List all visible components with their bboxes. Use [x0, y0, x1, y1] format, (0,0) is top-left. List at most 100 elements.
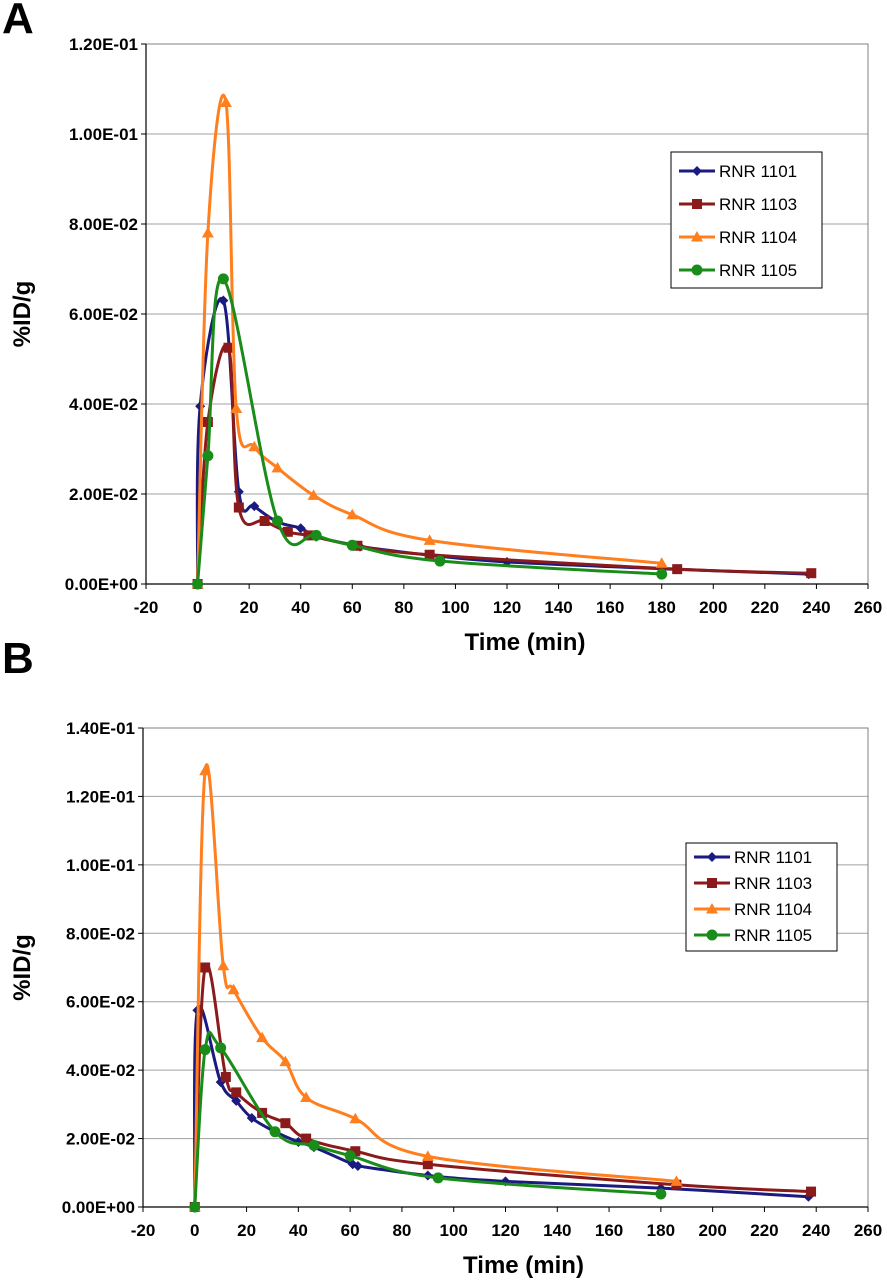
data-point	[350, 1146, 361, 1157]
data-point	[230, 402, 243, 413]
legend-label: RNR 1105	[719, 261, 797, 280]
legend-entry: RNR 1104	[679, 228, 797, 247]
data-point	[424, 549, 435, 560]
legend-marker	[706, 903, 718, 914]
data-point	[310, 529, 322, 541]
legend-entry: RNR 1105	[679, 261, 797, 280]
y-tick-label: 4.00E-02	[66, 1061, 135, 1080]
data-point	[200, 962, 211, 973]
legend-marker	[707, 852, 717, 862]
data-point	[217, 959, 230, 971]
data-point	[201, 227, 214, 238]
x-tick-label: 260	[854, 598, 882, 617]
x-tick-label: 100	[440, 1221, 468, 1240]
y-tick-label: 1.00E-01	[69, 125, 138, 144]
data-point	[423, 534, 436, 545]
data-point	[248, 440, 261, 452]
legend-label: RNR 1105	[734, 926, 812, 945]
x-tick-label: 60	[341, 1221, 360, 1240]
y-tick-label: 2.00E-02	[66, 1130, 135, 1149]
series-line	[193, 1005, 809, 1208]
panel-a: A 0.00E+00 2.00E-02 4.00E-02 6.00E-02 8.00E-…	[2, 0, 882, 656]
data-point	[202, 450, 214, 462]
panel-letter: B	[2, 634, 34, 683]
data-point	[421, 1150, 434, 1161]
data-point	[279, 1055, 292, 1067]
y-tick-label: 0.00E+00	[65, 575, 138, 594]
y-tick-label: 1.40E-01	[66, 719, 135, 738]
x-tick-label: 0	[190, 1221, 199, 1240]
series-rnr-1101	[189, 1005, 814, 1212]
data-point	[259, 516, 270, 526]
x-tick-label: 80	[392, 1221, 411, 1240]
y-tick-label: 1.00E-01	[66, 856, 135, 875]
x-tick-label: 80	[394, 598, 413, 617]
x-tick-label: 180	[648, 598, 676, 617]
data-point	[233, 502, 244, 513]
data-point	[347, 1159, 358, 1170]
series-rnr-1104	[191, 93, 668, 589]
data-point	[307, 489, 320, 500]
data-point	[219, 96, 232, 107]
plot-area	[142, 727, 869, 1208]
y-tick-label: 2.00E-02	[69, 485, 138, 504]
x-tick-label: 120	[491, 1221, 519, 1240]
x-tick-label: 240	[802, 1221, 830, 1240]
data-point	[269, 1126, 281, 1138]
x-tick-label: 100	[441, 598, 469, 617]
data-point	[300, 1091, 313, 1103]
data-point	[293, 1136, 304, 1147]
series-line	[196, 93, 662, 585]
x-tick-label: 180	[647, 1221, 675, 1240]
x-axis-title: Time (min)	[465, 629, 586, 656]
x-tick-label: 160	[596, 598, 624, 617]
legend: RNR 1101 RNR 1103 RNR 1104 RNR 1105	[670, 151, 823, 289]
legend-label: RNR 1101	[719, 162, 797, 181]
legend-label: RNR 1103	[719, 195, 797, 214]
legend-marker	[707, 878, 717, 888]
data-point	[202, 417, 213, 427]
data-point	[231, 1087, 242, 1098]
data-point	[223, 342, 234, 353]
data-point	[655, 1188, 667, 1200]
legend-marker	[691, 231, 703, 242]
legend-entry: RNR 1104	[694, 900, 812, 919]
data-point	[352, 1160, 363, 1171]
panel-letter: A	[2, 0, 34, 43]
y-axis-title: %ID/g	[9, 281, 36, 348]
data-point	[295, 523, 306, 534]
series-rnr-1105	[189, 1030, 667, 1213]
legend: RNR 1101 RNR 1103 RNR 1104 RNR 1105	[685, 842, 838, 952]
x-tick-label: 20	[237, 1221, 256, 1240]
y-tick-label: 8.00E-02	[69, 215, 138, 234]
x-tick-label: 40	[291, 598, 310, 617]
chart-a: 0.00E+00 2.00E-02 4.00E-02 6.00E-02 8.00E-02…	[9, 35, 882, 656]
x-axis-title: Time (min)	[463, 1252, 584, 1279]
data-point	[434, 555, 446, 567]
data-point	[189, 1201, 201, 1213]
y-axis-title: %ID/g	[9, 934, 36, 1001]
data-point	[346, 508, 359, 520]
x-tick-label: 220	[750, 1221, 778, 1240]
data-point	[655, 557, 668, 568]
x-tick-label: 220	[751, 598, 779, 617]
y-tick-label: 6.00E-02	[66, 993, 135, 1012]
data-point	[656, 568, 668, 580]
data-point	[218, 295, 229, 306]
y-tick-label: 8.00E-02	[66, 924, 135, 943]
x-tick-label: 140	[543, 1221, 571, 1240]
x-tick-label: 40	[289, 1221, 308, 1240]
y-tick-label: 4.00E-02	[69, 395, 138, 414]
series-rnr-1105	[192, 273, 668, 590]
legend-marker	[706, 929, 718, 941]
data-point	[670, 1175, 683, 1186]
legend-entry: RNR 1103	[694, 874, 812, 893]
legend-entry: RNR 1103	[679, 195, 797, 214]
x-tick-label: 60	[343, 598, 362, 617]
data-point	[215, 1042, 227, 1054]
data-point	[301, 1133, 312, 1144]
data-point	[349, 1112, 362, 1124]
data-point	[308, 1139, 320, 1151]
data-point	[231, 1095, 242, 1106]
legend-entry: RNR 1105	[694, 926, 812, 945]
